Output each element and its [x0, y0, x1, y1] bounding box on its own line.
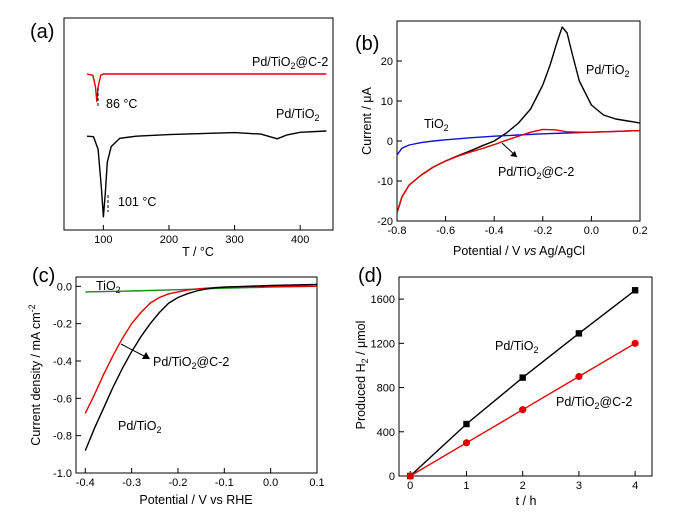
panel-b-xtick-label: -0.4 [485, 225, 504, 237]
panel-d-letter: (d) [358, 265, 382, 287]
panel-c-series-line-1 [84, 285, 317, 414]
panel-b-ylabel: Current / μA [360, 87, 374, 155]
panel-a-xtick-label: 400 [291, 234, 309, 246]
panel-c-label-pdtio2-c2: Pd/TiO2@C-2 [153, 355, 229, 371]
panel-d-ytick-label: 1200 [371, 338, 395, 350]
panel-b-ytick-label: 10 [381, 96, 393, 108]
panel-b-label-pdtio2-c2: Pd/TiO2@C-2 [498, 165, 574, 181]
panel-c-ytick-label: 0.0 [57, 281, 72, 293]
panel-d-label-pdtio2: Pd/TiO2 [495, 339, 538, 355]
panel-d-xlabel: t / h [516, 494, 537, 508]
panel-d-xtick-label: 1 [463, 480, 469, 492]
panel-a-xtick-label: 100 [94, 234, 112, 246]
panel-c-xlabel: Potential / V vs RHE [139, 493, 252, 507]
panel-c-xtick-label: 0.1 [309, 477, 324, 489]
panel-a-series-line-1 [86, 130, 327, 218]
panel-d-xtick-label: 0 [407, 480, 413, 492]
panel-b-pointer-arrow [510, 151, 517, 157]
panel-d-series-line-0 [409, 289, 636, 477]
panel-d-ytick-label: 1600 [371, 294, 395, 306]
panel-b-series-line-2 [396, 128, 641, 214]
panel-c-xtick-label: -0.2 [168, 477, 187, 489]
panel-c-label-pdtio2: Pd/TiO2 [118, 419, 161, 435]
panel-c-xtick-label: -0.1 [215, 477, 234, 489]
panel-d-point-square [631, 287, 639, 294]
panel-a: (a) 100 200 300 400 Pd/TiO2@C-2 Pd/TiO2 86 … [30, 17, 334, 259]
panel-d-ylabel: Produced H2 / μmol [354, 321, 370, 430]
panel-a-peak2-label: 101 °C [118, 195, 156, 209]
panel-c-pointer-arrow [142, 352, 150, 359]
panel-b-xlabel: Potential / V vs Ag/AgCl [453, 244, 585, 258]
panel-c-label-tio2: TiO2 [96, 279, 121, 295]
panel-d-xtick-label: 2 [520, 480, 526, 492]
panel-c-xtick-label: -0.3 [122, 477, 141, 489]
panel-d-point-square [519, 374, 526, 381]
panel-a-series-line-0 [86, 73, 327, 103]
panel-c-series-line-2 [84, 283, 318, 451]
panel-b-ytick-label: -20 [377, 216, 393, 228]
panel-a-plot [86, 73, 327, 218]
panel-a-xtick-label: 200 [160, 234, 178, 246]
panel-c-ylabel: Current density / mA cm-2 [27, 304, 43, 445]
panel-b-xtick-label: -0.2 [533, 225, 552, 237]
panel-d-label-pdtio2-c2: Pd/TiO2@C-2 [556, 395, 632, 411]
panel-d-axis: 0 1 2 3 4 0 400 800 1200 1600 [371, 294, 639, 492]
panel-a-peak1-label: 86 °C [106, 97, 137, 111]
panel-d-xtick-label: 3 [576, 480, 582, 492]
panel-b-series-line-1 [396, 129, 641, 156]
panel-b-plot [396, 26, 641, 214]
panel-c-letter: (c) [32, 265, 55, 287]
panel-d-frame [398, 276, 653, 477]
panel-b-xtick-label: 0.2 [632, 225, 647, 237]
panel-a-axis: 100 200 300 400 [94, 225, 309, 246]
panel-b-xtick-label: 0.0 [584, 225, 599, 237]
panel-c: (c) -0.4 -0.3 -0.2 -0.1 0.0 0.10.0-0.2-0.4-0.… [27, 265, 325, 507]
panel-a-xtick-label: 300 [225, 234, 243, 246]
panel-b-ytick-label: 20 [381, 56, 393, 68]
panel-b-axis: -0.8 -0.6 -0.4 -0.2 0.0 0.2 -20 -10 0 10 20 [377, 56, 648, 237]
panel-c-ytick-label: -0.6 [53, 393, 72, 405]
panel-b: (b) -0.8 -0.6 -0.4 -0.2 0.0 0.2 -20 -10 0 10 20 Pd… [355, 20, 648, 258]
panel-a-letter: (a) [30, 21, 54, 43]
panel-d-point-circle [631, 339, 639, 347]
panel-c-ytick-label: -0.8 [53, 431, 72, 443]
panel-b-xtick-label: -0.6 [436, 225, 455, 237]
panel-d-point-circle [519, 406, 527, 414]
panel-c-ytick-label: -1.0 [53, 468, 72, 480]
panel-b-xtick-label: -0.8 [388, 225, 407, 237]
panel-d-xtick-label: 4 [632, 480, 638, 492]
panel-d-plot [406, 287, 639, 480]
panel-b-ytick-label: 0 [387, 136, 393, 148]
panel-d: (d) 0 1 2 3 4 0 400 800 1200 1600 Pd/TiO2 Pd/TiO2… [354, 265, 653, 508]
panel-d-point-square [463, 420, 470, 428]
panel-a-frame [63, 17, 334, 231]
panel-c-ytick-label: -0.2 [53, 319, 72, 331]
panel-c-pointer-line [120, 343, 145, 357]
panel-b-label-tio2: TiO2 [424, 117, 449, 133]
panel-d-point-circle [575, 372, 583, 381]
panel-b-letter: (b) [355, 33, 379, 55]
panel-b-ytick-label: -10 [377, 176, 393, 188]
panel-a-label-pdtio2: Pd/TiO2 [276, 107, 319, 123]
panel-d-ytick-label: 400 [377, 427, 395, 439]
panel-a-xlabel: T / °C [182, 245, 214, 259]
panel-d-ytick-label: 800 [377, 383, 395, 395]
panel-d-point-square [575, 330, 583, 337]
panel-b-label-pdtio2: Pd/TiO2 [586, 63, 629, 79]
panel-c-axis: -0.4 -0.3 -0.2 -0.1 0.0 0.1 0.0 -0.2 -0.4 -0.6 -0.… [53, 281, 325, 489]
panel-c-frame [75, 276, 318, 474]
panel-a-label-pdtio2-c2: Pd/TiO2@C-2 [252, 55, 328, 71]
panel-c-xtick-label: 0.0 [263, 477, 278, 489]
panel-c-xtick-label: -0.4 [76, 477, 95, 489]
panel-d-point-circle [462, 439, 471, 447]
panel-d-point-circle [406, 472, 414, 480]
panel-b-frame [396, 20, 641, 222]
panel-c-ytick-label: -0.4 [53, 356, 72, 368]
panel-c-plot [84, 283, 318, 451]
panel-d-ytick-label: 0 [389, 471, 395, 483]
